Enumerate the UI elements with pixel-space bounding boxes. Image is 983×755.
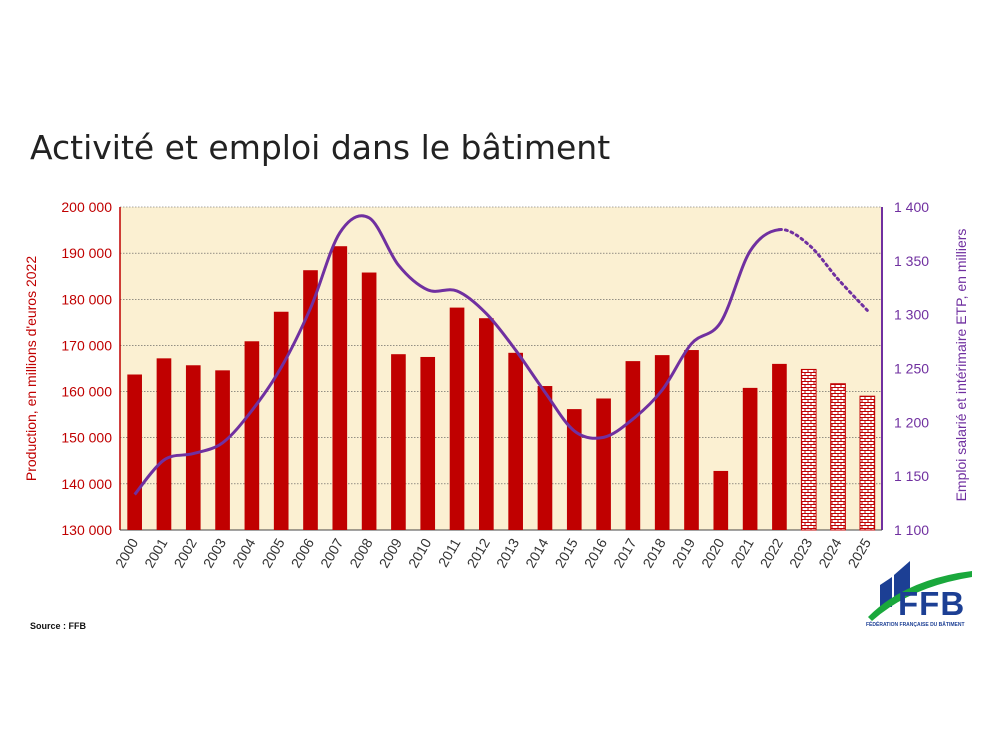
employment-line-forecast <box>777 228 869 312</box>
x-tick-label: 2023 <box>786 535 816 570</box>
x-tick-label: 2014 <box>522 535 552 570</box>
y2-tick-label: 1 300 <box>894 307 929 323</box>
y-tick-label: 150 000 <box>61 430 112 446</box>
x-tick-label: 2012 <box>464 535 494 570</box>
y2-axis-title: Emploi salarié et intérimaire ETP, en mi… <box>953 229 969 502</box>
bar <box>508 352 523 530</box>
y-tick-label: 160 000 <box>61 384 112 400</box>
bar <box>684 350 699 530</box>
bar <box>420 356 436 530</box>
bar <box>332 246 348 530</box>
x-tick-label: 2004 <box>229 535 259 570</box>
bar <box>449 307 465 530</box>
x-tick-label: 2019 <box>669 535 699 570</box>
bar <box>479 318 494 530</box>
x-tick-label: 2013 <box>493 535 523 570</box>
y2-tick-label: 1 100 <box>894 522 929 538</box>
bar <box>713 470 729 530</box>
x-tick-label: 2011 <box>435 535 464 569</box>
y-tick-label: 190 000 <box>61 245 112 261</box>
bar <box>566 409 582 530</box>
y-tick-label: 200 000 <box>61 199 112 215</box>
source-note: Source : FFB <box>30 621 87 631</box>
employment-line <box>133 214 780 496</box>
y2-tick-label: 1 250 <box>894 361 929 377</box>
bar <box>361 272 377 530</box>
x-tick-label: 2017 <box>610 535 640 570</box>
bar <box>772 363 787 530</box>
bar-forecast <box>859 395 876 531</box>
bar <box>303 270 318 530</box>
bar <box>215 370 230 530</box>
y-tick-label: 180 000 <box>61 291 112 307</box>
x-tick-label: 2015 <box>551 535 581 570</box>
x-tick-label: 2001 <box>141 535 171 570</box>
x-tick-label: 2008 <box>346 535 376 570</box>
bar <box>244 341 260 530</box>
y-tick-label: 130 000 <box>61 522 112 538</box>
bar <box>185 365 201 530</box>
y2-tick-label: 1 150 <box>894 468 929 484</box>
ffb-logo <box>868 561 972 621</box>
x-tick-label: 2000 <box>112 535 142 570</box>
x-tick-label: 2005 <box>258 535 288 570</box>
bar <box>742 387 758 530</box>
bar <box>127 374 142 530</box>
x-tick-label: 2007 <box>317 535 347 570</box>
logo-building-left <box>880 577 892 607</box>
bar <box>391 354 406 530</box>
chart-title: Activité et emploi dans le bâtiment <box>30 128 611 167</box>
bar <box>537 386 553 530</box>
x-tick-label: 2024 <box>815 535 845 570</box>
y2-tick-label: 1 200 <box>894 414 929 430</box>
x-tick-label: 2018 <box>639 535 669 570</box>
x-tick-label: 2003 <box>200 535 230 570</box>
plot-background <box>120 207 882 530</box>
bar <box>596 398 611 530</box>
y2-tick-label: 1 350 <box>894 253 929 269</box>
logo-subtitle: FÉDÉRATION FRANÇAISE DU BÂTIMENT <box>866 622 965 628</box>
logo-swoosh <box>868 571 972 621</box>
x-tick-label: 2010 <box>405 535 435 570</box>
x-tick-label: 2021 <box>727 535 757 570</box>
bar <box>273 311 289 530</box>
bar <box>625 361 641 530</box>
bar <box>156 358 172 530</box>
y-tick-label: 170 000 <box>61 337 112 353</box>
x-tick-label: 2022 <box>757 535 787 570</box>
bar <box>654 355 670 530</box>
x-tick-label: 2002 <box>170 535 200 570</box>
x-tick-label: 2016 <box>581 535 611 570</box>
x-tick-label: 2006 <box>288 535 318 570</box>
bar-forecast <box>800 368 817 531</box>
logo-text: FFB <box>898 585 966 622</box>
y-tick-label: 140 000 <box>61 476 112 492</box>
bar-forecast <box>830 383 846 531</box>
y2-tick-label: 1 400 <box>894 199 929 215</box>
x-tick-label: 2009 <box>376 535 406 570</box>
x-tick-label: 2020 <box>698 535 728 570</box>
y-axis-title: Production, en millions d'euros 2022 <box>23 256 39 481</box>
